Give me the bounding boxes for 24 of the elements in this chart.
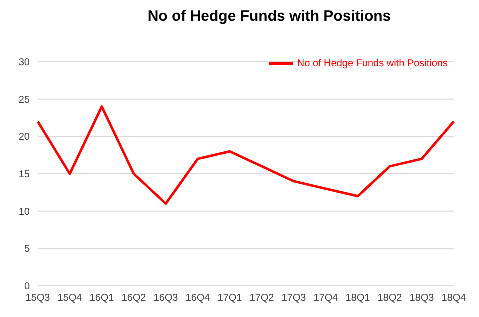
y-tick-label: 25 <box>18 94 30 106</box>
y-tick-label: 15 <box>18 170 30 181</box>
x-tick-label: 16Q1 <box>90 293 115 304</box>
x-tick-label: 16Q3 <box>154 293 179 304</box>
y-tick-label: 10 <box>18 206 30 218</box>
y-tick-label: 5 <box>24 244 30 256</box>
y-tick-label: 30 <box>18 58 30 69</box>
x-tick-label: 17Q4 <box>314 293 339 304</box>
x-tick-label: 16Q2 <box>122 293 147 304</box>
x-tick-label: 15Q4 <box>58 293 83 304</box>
x-tick-label: 18Q1 <box>346 293 371 304</box>
x-tick-label: 16Q4 <box>186 293 211 304</box>
line-series <box>36 106 456 206</box>
x-tick-label: 18Q3 <box>410 293 435 304</box>
x-tick-label: 17Q2 <box>250 293 275 304</box>
x-tick-label: 15Q3 <box>26 293 51 304</box>
y-tick-label: 0 <box>24 282 30 293</box>
y-tick-label: 20 <box>18 132 30 144</box>
chart-title: No of Hedge Funds with Positions <box>146 8 392 27</box>
x-tick-label: 18Q2 <box>378 293 403 304</box>
x-tick-label: 17Q3 <box>282 293 307 304</box>
x-tick-label: 17Q1 <box>218 293 243 304</box>
x-tick-label: 18Q4 <box>442 293 467 304</box>
legend-label: No of Hedge Funds with Positions <box>297 58 448 70</box>
